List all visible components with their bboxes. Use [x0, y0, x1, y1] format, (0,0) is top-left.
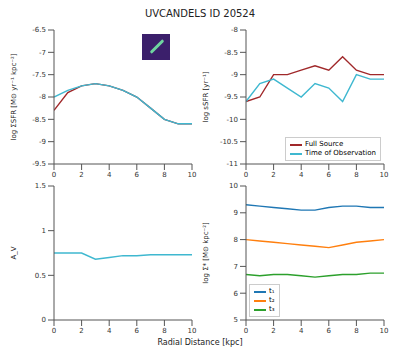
svg-text:8: 8 — [354, 327, 358, 335]
svg-text:0: 0 — [52, 327, 56, 335]
svg-text:1.5: 1.5 — [35, 182, 46, 190]
svg-text:-9.5: -9.5 — [32, 160, 46, 168]
svg-text:5: 5 — [234, 316, 238, 324]
svg-text:4: 4 — [107, 327, 112, 335]
svg-text:log Σ* [M⊙ kpc⁻²]: log Σ* [M⊙ kpc⁻²] — [202, 222, 210, 284]
svg-text:2: 2 — [79, 171, 83, 179]
svg-text:-8: -8 — [39, 93, 46, 101]
svg-text:-6.5: -6.5 — [32, 26, 46, 34]
svg-text:log ΣSFR [M⊙ yr⁻¹ kpc⁻²]: log ΣSFR [M⊙ yr⁻¹ kpc⁻²] — [10, 53, 18, 140]
svg-text:-10: -10 — [227, 116, 238, 124]
html-text:Time of Observation: Time of Observation — [305, 149, 376, 157]
svg-text:-8: -8 — [231, 26, 238, 34]
svg-text:-10.5: -10.5 — [220, 138, 238, 146]
svg-text:0: 0 — [244, 327, 248, 335]
svg-text:8: 8 — [162, 171, 166, 179]
svg-text:6: 6 — [135, 327, 140, 335]
svg-text:-11: -11 — [227, 160, 238, 168]
svg-text:9: 9 — [234, 209, 238, 217]
svg-text:10: 10 — [188, 327, 197, 335]
html-text:UVCANDELS ID 20524: UVCANDELS ID 20524 — [144, 8, 256, 19]
svg-text:7: 7 — [234, 263, 238, 271]
svg-text:0: 0 — [52, 171, 56, 179]
svg-text:6: 6 — [327, 171, 332, 179]
svg-text:-9.5: -9.5 — [224, 93, 238, 101]
html-text:t₂: t₂ — [269, 296, 275, 304]
html-text:t₃: t₃ — [269, 305, 275, 313]
svg-text:4: 4 — [299, 327, 304, 335]
svg-text:10: 10 — [229, 182, 238, 190]
svg-text:0: 0 — [42, 316, 46, 324]
svg-text:8: 8 — [234, 236, 238, 244]
svg-text:A_V: A_V — [10, 246, 18, 259]
html-text:t₁: t₁ — [269, 287, 275, 295]
svg-text:2: 2 — [271, 327, 275, 335]
svg-text:2: 2 — [79, 327, 83, 335]
svg-text:-8.5: -8.5 — [224, 49, 238, 57]
svg-text:4: 4 — [107, 171, 112, 179]
html-text:Full Source: Full Source — [305, 140, 344, 148]
svg-text:4: 4 — [299, 171, 304, 179]
svg-text:8: 8 — [354, 171, 358, 179]
svg-text:1: 1 — [42, 227, 46, 235]
svg-text:6: 6 — [234, 290, 239, 298]
svg-text:2: 2 — [271, 171, 275, 179]
svg-text:-9: -9 — [39, 138, 46, 146]
svg-text:-7: -7 — [39, 49, 46, 57]
html-text:Radial Distance [kpc]: Radial Distance [kpc] — [157, 338, 243, 347]
svg-text:6: 6 — [135, 171, 140, 179]
svg-text:10: 10 — [188, 171, 197, 179]
svg-text:-7.5: -7.5 — [32, 71, 46, 79]
svg-text:10: 10 — [380, 327, 389, 335]
svg-text:-9: -9 — [231, 71, 238, 79]
svg-text:0.5: 0.5 — [35, 272, 46, 280]
svg-text:log sSFR [yr⁻¹]: log sSFR [yr⁻¹] — [202, 71, 210, 122]
svg-text:0: 0 — [244, 171, 248, 179]
svg-text:10: 10 — [380, 171, 389, 179]
svg-text:-8.5: -8.5 — [32, 116, 46, 124]
svg-text:6: 6 — [327, 327, 332, 335]
svg-text:8: 8 — [162, 327, 166, 335]
